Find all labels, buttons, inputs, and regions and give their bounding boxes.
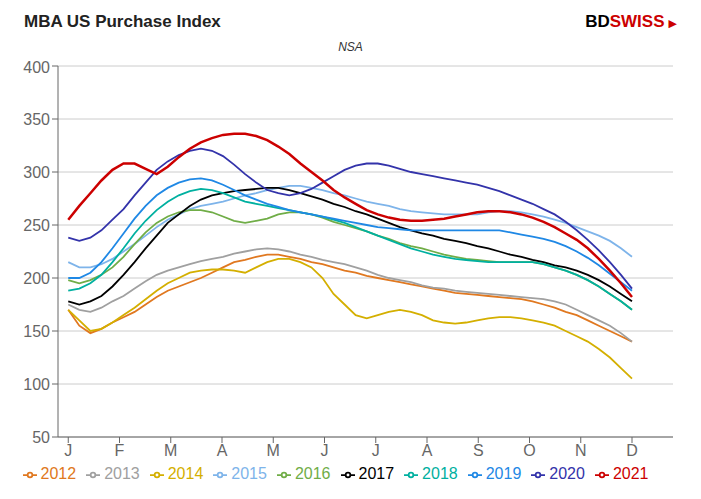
html-text:2020: 2020 [549,465,585,482]
svg-text:D: D [626,442,638,459]
svg-text:J: J [321,442,329,459]
svg-text:400: 400 [23,59,50,76]
html-text:MBA US Purchase Index: MBA US Purchase Index [24,12,221,31]
html-text:2021: 2021 [612,465,649,482]
svg-text:F: F [115,442,125,459]
svg-text:150: 150 [23,323,50,340]
html-text:2019: 2019 [485,465,522,482]
svg-text:300: 300 [23,164,50,181]
html-text:NSA: NSA [338,40,363,54]
svg-text:M: M [267,442,280,459]
html-text:2017: 2017 [358,465,395,482]
svg-text:50: 50 [32,429,50,446]
svg-text:250: 250 [23,217,50,234]
svg-text:100: 100 [23,376,50,393]
html-text:2012: 2012 [40,465,77,482]
html-text:2013: 2013 [104,465,140,482]
svg-text:A: A [217,442,228,459]
html-text:2015: 2015 [231,465,267,482]
svg-text:N: N [575,442,587,459]
html-text:BD SWISS ▶: BD SWISS ▶ [585,12,677,31]
svg-text:J: J [64,442,72,459]
svg-text:S: S [473,442,484,459]
html-text:2018: 2018 [422,465,458,482]
svg-text:A: A [422,442,433,459]
svg-text:O: O [523,442,535,459]
html-text:2014: 2014 [167,465,204,482]
svg-text:M: M [164,442,177,459]
svg-text:J: J [372,442,380,459]
html-text:2016: 2016 [294,465,331,482]
svg-text:350: 350 [23,111,50,128]
svg-text:200: 200 [23,270,50,287]
